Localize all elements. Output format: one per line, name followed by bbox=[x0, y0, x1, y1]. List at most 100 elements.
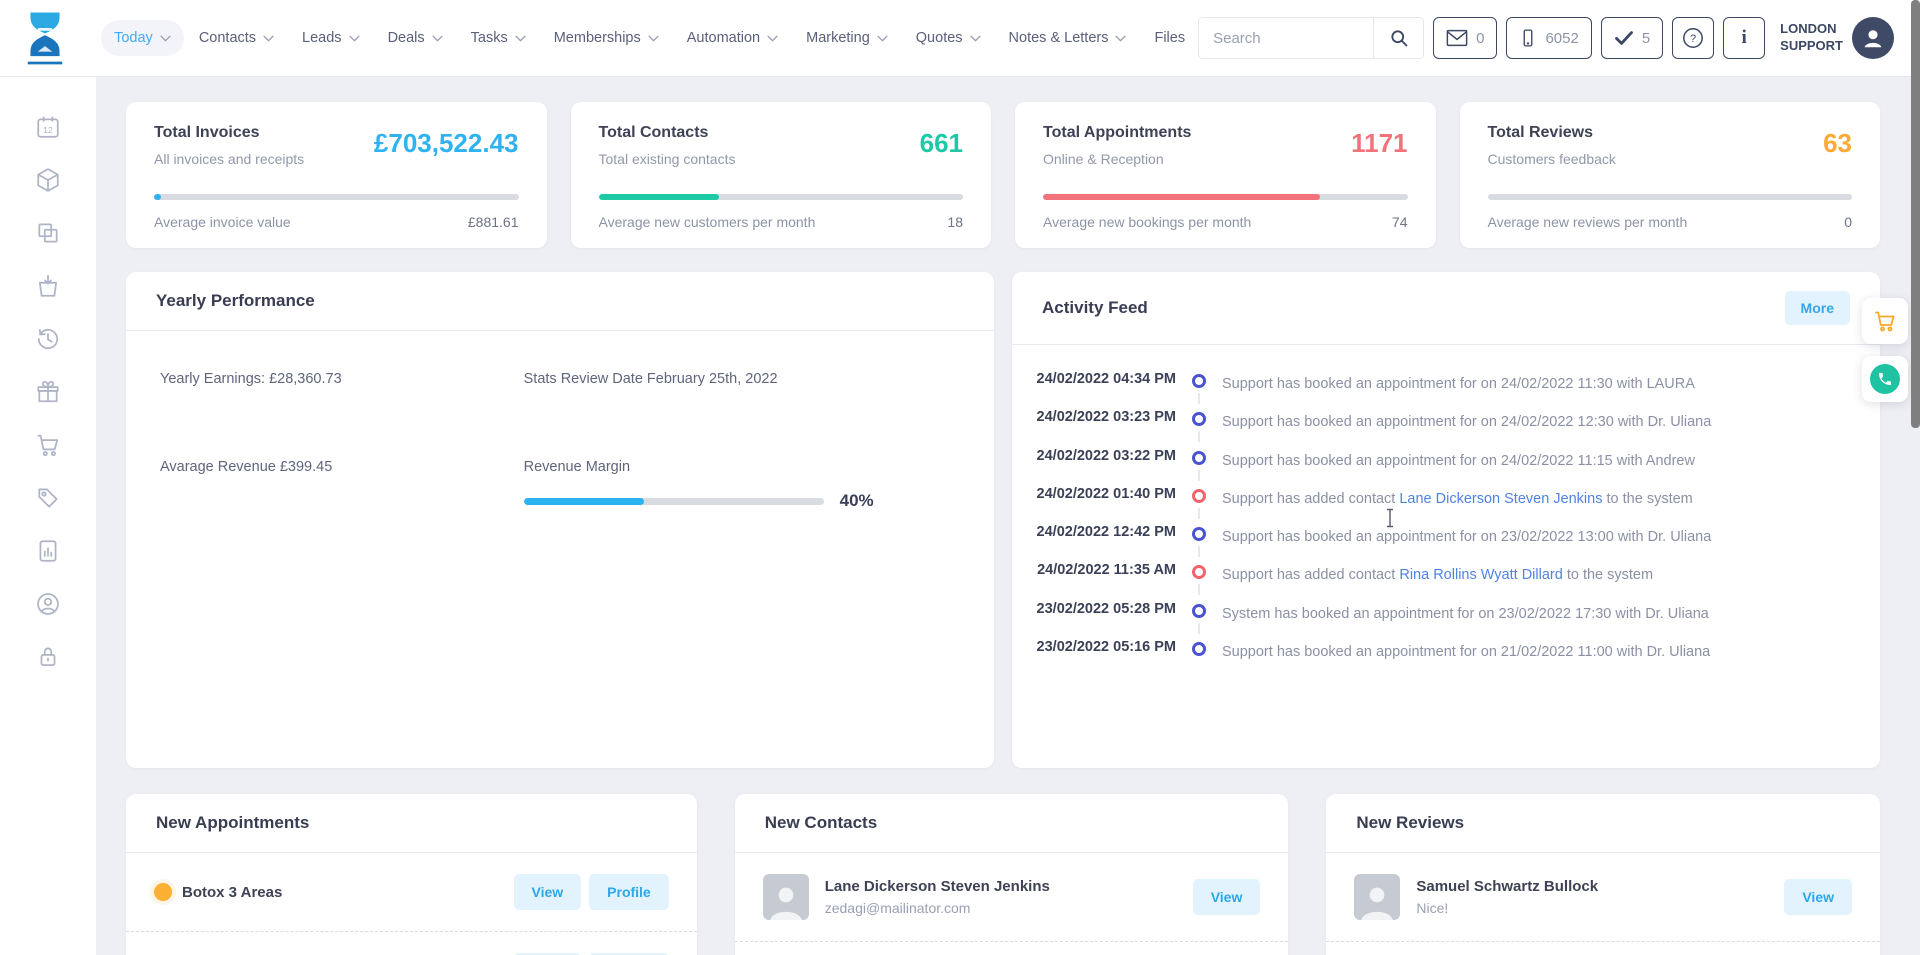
app-logo[interactable] bbox=[0, 11, 89, 65]
more-button[interactable]: More bbox=[1784, 291, 1850, 325]
feed-text: Support has booked an appointment for on… bbox=[1222, 644, 1711, 661]
stat-footer-label: Average new bookings per month bbox=[1043, 214, 1252, 230]
location-user-label: LONDON SUPPORT bbox=[1780, 21, 1843, 55]
stat-title: Total Reviews bbox=[1487, 124, 1594, 141]
revenue-margin-label: Revenue Margin bbox=[523, 459, 631, 475]
panel-title: Yearly Performance bbox=[156, 291, 315, 310]
revenue-margin-value: 40% bbox=[839, 491, 874, 510]
tasks-count: 5 bbox=[1641, 29, 1651, 47]
menu-label: Deals bbox=[387, 30, 425, 46]
profile-button[interactable]: Profile bbox=[589, 953, 669, 955]
stat-subtitle: Total existing contacts bbox=[598, 151, 736, 167]
feed-item: 24/02/2022 11:35 AM Support has added co… bbox=[1024, 562, 1850, 596]
menu-item-files[interactable]: Files bbox=[1141, 20, 1198, 56]
feed-item: 24/02/2022 03:23 PM Support has booked a… bbox=[1024, 409, 1850, 443]
menu-label: Notes & Letters bbox=[1008, 30, 1109, 46]
package-icon[interactable] bbox=[35, 167, 61, 193]
stat-card-invoices: Total Invoices All invoices and receipts… bbox=[126, 102, 547, 248]
menu-item-automation[interactable]: Automation bbox=[674, 20, 791, 56]
chevron-down-icon bbox=[877, 35, 888, 42]
calendar-icon[interactable]: 12 bbox=[35, 114, 61, 140]
report-icon[interactable] bbox=[35, 538, 61, 564]
menu-item-marketing[interactable]: Marketing bbox=[793, 20, 901, 56]
menu-label: Leads bbox=[302, 30, 342, 46]
stat-title: Total Invoices bbox=[154, 124, 260, 141]
panel-title: New Contacts bbox=[764, 813, 878, 832]
new-appointments-panel: New Appointments Botox 3 Areas View Prof… bbox=[126, 794, 697, 955]
menu-item-tasks[interactable]: Tasks bbox=[458, 20, 539, 56]
stat-title: Total Appointments bbox=[1043, 124, 1192, 141]
stat-subtitle: All invoices and receipts bbox=[154, 151, 305, 167]
contact-email: zedagi@mailinator.com bbox=[824, 900, 971, 916]
menu-item-quotes[interactable]: Quotes bbox=[903, 20, 994, 56]
history-icon[interactable] bbox=[35, 326, 61, 352]
contact-link[interactable]: Lane Dickerson Steven Jenkins bbox=[1399, 490, 1603, 507]
help-button[interactable]: ? bbox=[1672, 17, 1715, 59]
reviewer-name: Samuel Schwartz Bullock bbox=[1416, 878, 1599, 895]
feed-item: 24/02/2022 03:22 PM Support has booked a… bbox=[1024, 448, 1850, 481]
view-button[interactable]: View bbox=[1784, 879, 1852, 915]
mobile-icon bbox=[1524, 29, 1533, 47]
vertical-scrollbar[interactable] bbox=[1911, 0, 1920, 428]
phone-icon bbox=[1879, 372, 1891, 385]
profile-button[interactable]: Profile bbox=[589, 874, 669, 910]
stat-value: 63 bbox=[1823, 128, 1852, 158]
menu-item-today[interactable]: Today bbox=[101, 20, 184, 56]
view-button[interactable]: View bbox=[1192, 879, 1261, 915]
search-input[interactable] bbox=[1199, 29, 1374, 47]
menu-item-leads[interactable]: Leads bbox=[289, 20, 373, 56]
chevron-down-icon bbox=[348, 35, 360, 42]
cart-icon[interactable] bbox=[35, 432, 61, 458]
feed-text: Support has added contact Lane Dickerson… bbox=[1222, 490, 1693, 507]
contact-row: Lane Dickerson Steven Jenkins zedagi@mai… bbox=[735, 853, 1289, 941]
floating-call-button[interactable] bbox=[1862, 356, 1908, 402]
view-button[interactable]: View bbox=[513, 953, 582, 955]
feed-text: Support has booked an appointment for on… bbox=[1222, 529, 1712, 546]
menu-item-notes-letters[interactable]: Notes & Letters bbox=[996, 20, 1140, 56]
tasks-done-button[interactable]: 5 bbox=[1600, 17, 1664, 59]
chevron-down-icon bbox=[263, 35, 274, 42]
chevron-down-icon bbox=[515, 35, 526, 42]
feed-item: 24/02/2022 01:40 PM Support has added co… bbox=[1024, 486, 1850, 519]
messages-button[interactable]: 0 bbox=[1433, 17, 1498, 59]
tag-icon[interactable] bbox=[35, 485, 61, 511]
gift-icon[interactable] bbox=[35, 379, 61, 405]
user-role: SUPPORT bbox=[1780, 38, 1843, 53]
contact-link[interactable]: Rina Rollins Wyatt Dillard bbox=[1399, 567, 1563, 584]
sms-button[interactable]: 6052 bbox=[1506, 17, 1592, 59]
timeline-dot-icon bbox=[1192, 642, 1206, 657]
user-avatar[interactable] bbox=[1852, 17, 1894, 59]
lock-icon[interactable] bbox=[35, 644, 61, 670]
stat-subtitle: Customers feedback bbox=[1487, 151, 1616, 167]
menu-label: Automation bbox=[686, 30, 761, 46]
stat-value: £703,522.43 bbox=[373, 128, 519, 158]
stat-footer-value: £881.61 bbox=[467, 214, 519, 230]
messages-count: 0 bbox=[1476, 29, 1485, 47]
account-icon[interactable] bbox=[35, 591, 61, 617]
stat-footer-label: Average invoice value bbox=[154, 214, 291, 230]
timeline-dot-icon bbox=[1192, 565, 1206, 580]
search-icon bbox=[1391, 30, 1408, 47]
menu-item-contacts[interactable]: Contacts bbox=[186, 20, 287, 56]
basket-icon[interactable] bbox=[35, 273, 61, 299]
search-button[interactable] bbox=[1373, 18, 1424, 58]
top-navbar: Today Contacts Leads Deals Tasks Members… bbox=[0, 0, 1920, 76]
floating-shop-button[interactable] bbox=[1862, 298, 1908, 344]
stat-progressbar bbox=[1043, 194, 1408, 200]
question-circle-icon: ? bbox=[1683, 28, 1704, 48]
view-button[interactable]: View bbox=[513, 874, 582, 910]
phone-circle bbox=[1870, 364, 1900, 394]
info-button[interactable]: i bbox=[1723, 17, 1766, 59]
feed-timestamp: 23/02/2022 05:28 PM bbox=[1036, 600, 1176, 617]
feed-timestamp: 24/02/2022 04:34 PM bbox=[1036, 371, 1176, 387]
yearly-performance-panel: Yearly Performance Yearly Earnings: £28,… bbox=[126, 272, 994, 768]
menu-label: Files bbox=[1154, 30, 1186, 46]
copy-icon[interactable] bbox=[35, 220, 61, 246]
contact-avatar bbox=[762, 874, 809, 920]
hourglass-logo-icon bbox=[27, 12, 62, 65]
stat-footer-value: 18 bbox=[947, 214, 963, 230]
menu-item-memberships[interactable]: Memberships bbox=[541, 20, 672, 56]
menu-item-deals[interactable]: Deals bbox=[375, 20, 456, 56]
stat-title: Total Contacts bbox=[598, 124, 709, 141]
feed-text: Support has booked an appointment for on… bbox=[1222, 452, 1695, 469]
